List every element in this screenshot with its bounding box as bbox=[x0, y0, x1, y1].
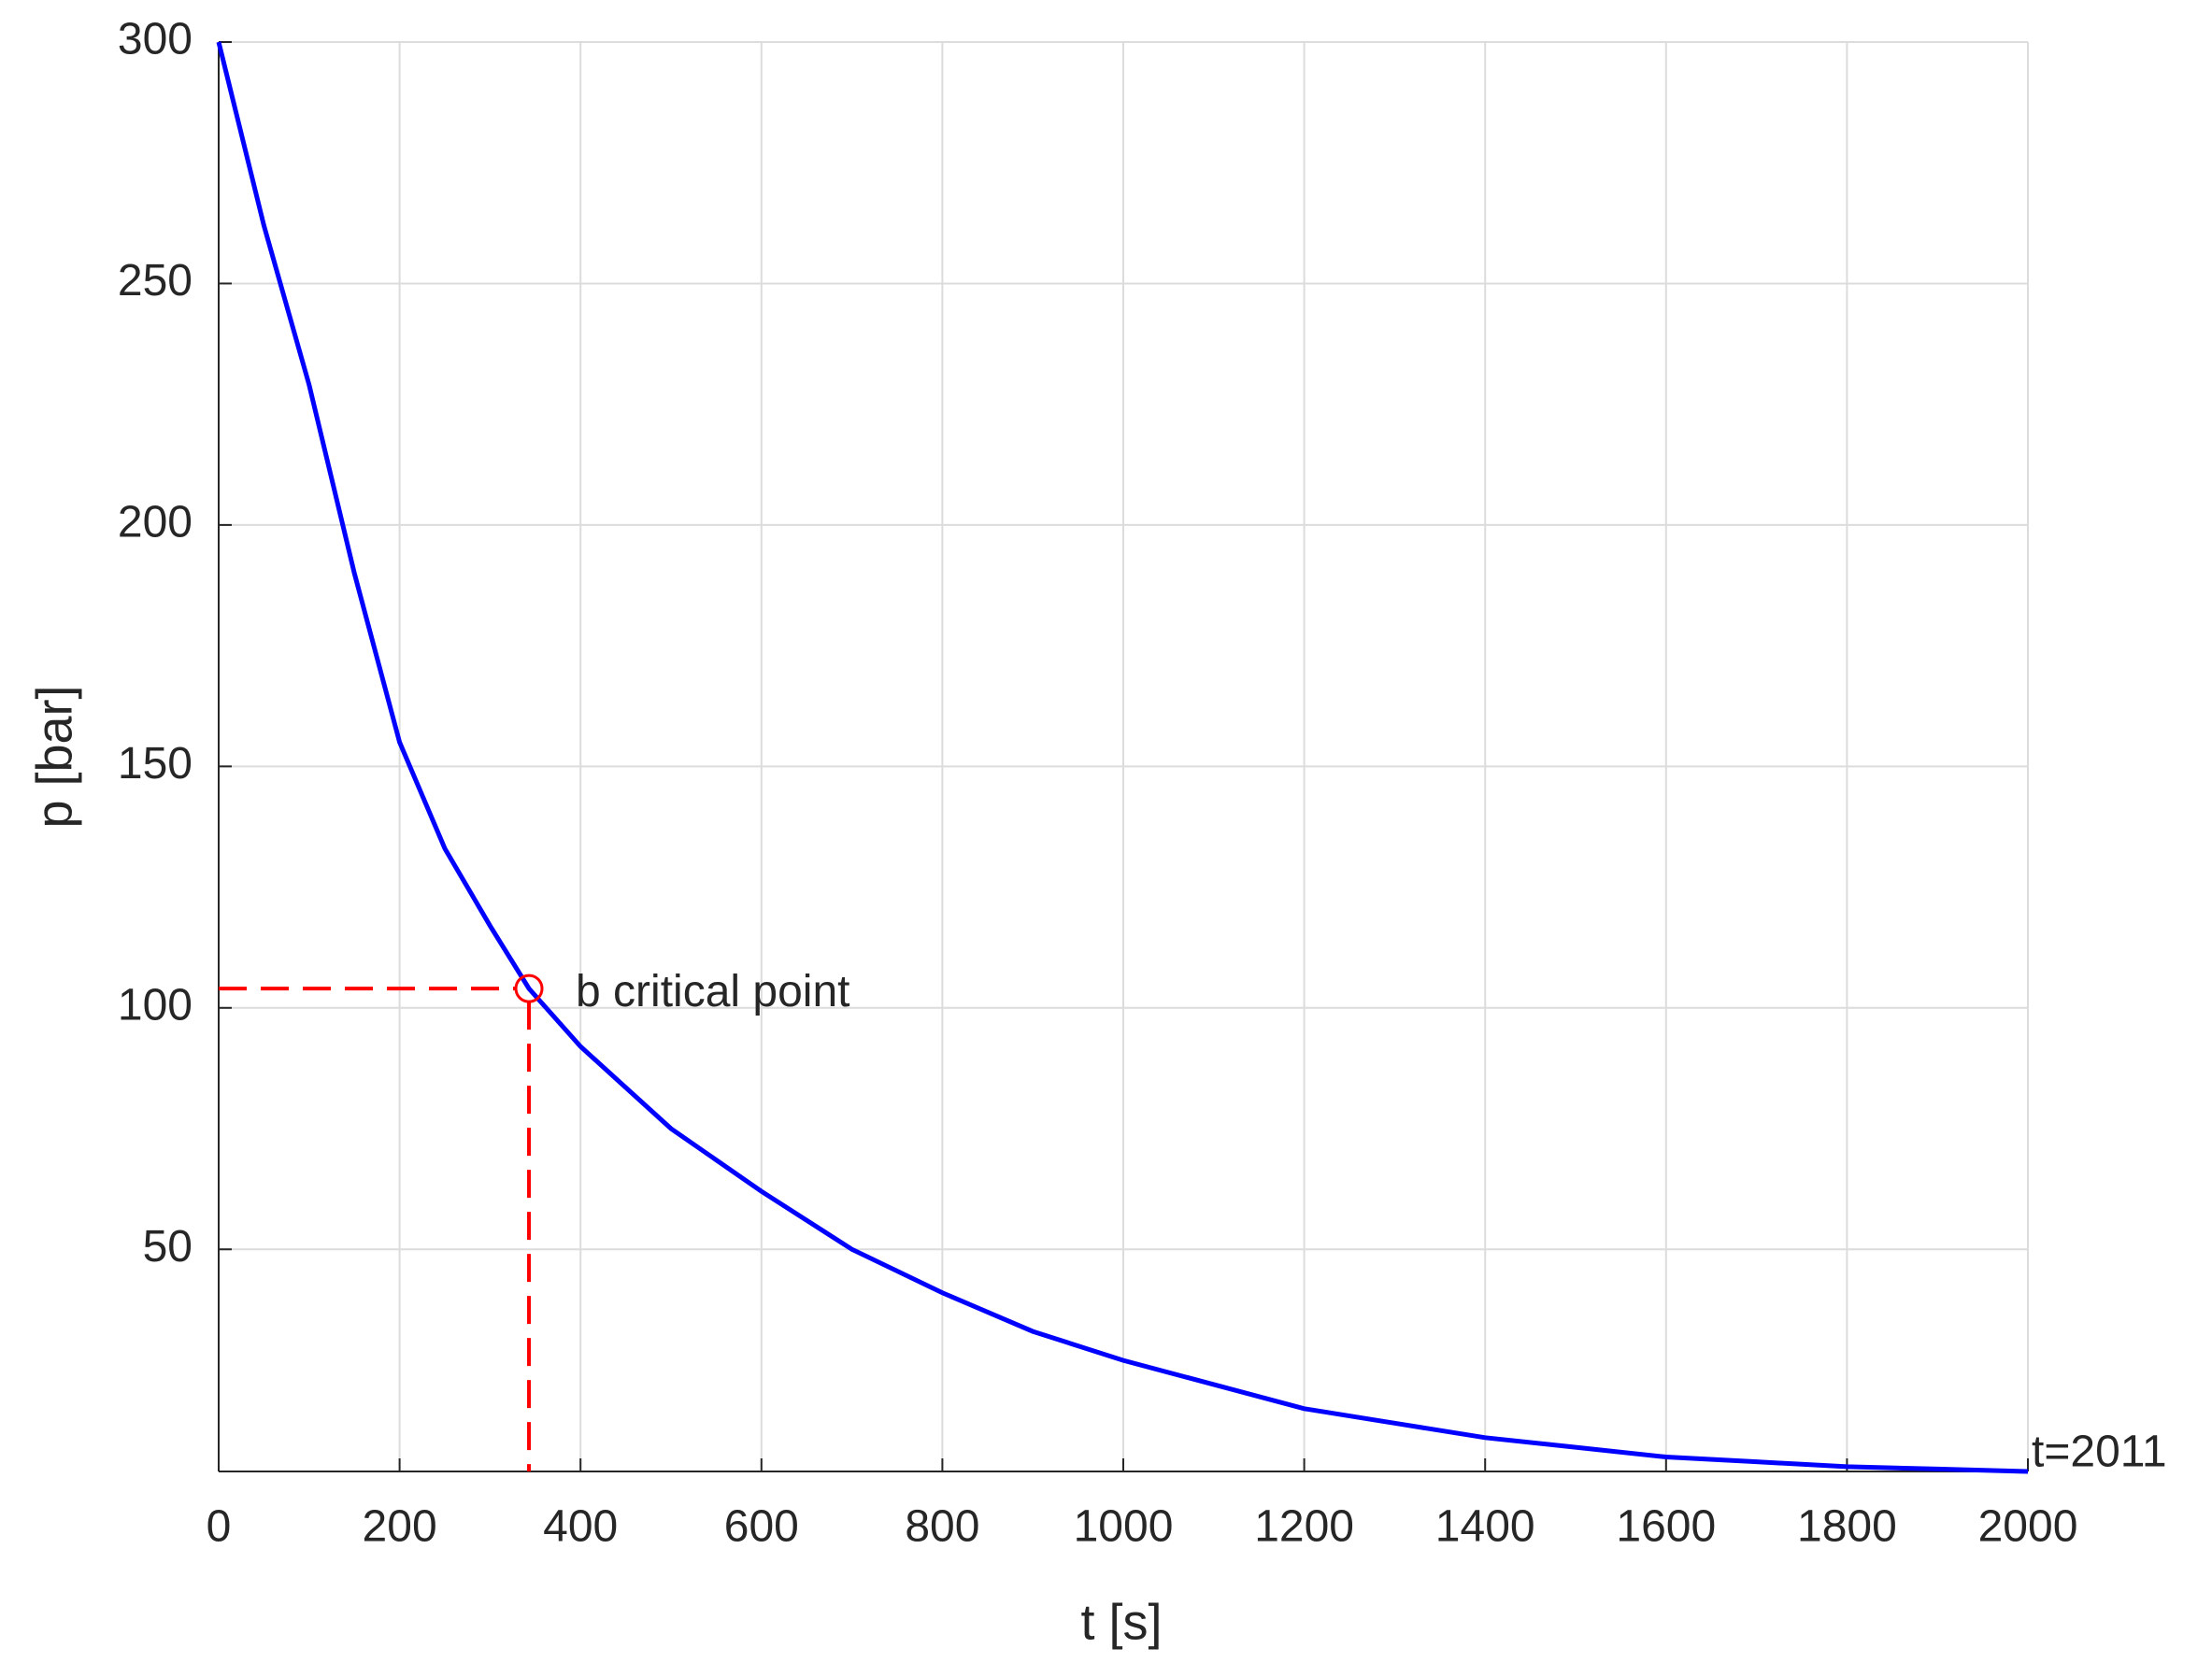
x-tick-label: 200 bbox=[363, 1502, 437, 1552]
y-tick-label: 100 bbox=[118, 980, 193, 1030]
x-axis-label: t [s] bbox=[1080, 1594, 1162, 1650]
y-tick-label: 300 bbox=[118, 15, 193, 64]
end-label: t=2011 bbox=[2032, 1428, 2167, 1477]
x-tick-label: 2000 bbox=[1978, 1502, 2078, 1552]
x-tick-label: 1600 bbox=[1616, 1502, 1716, 1552]
x-tick-label: 1800 bbox=[1797, 1502, 1897, 1552]
data-line bbox=[216, 41, 2029, 1474]
x-tick-label: 400 bbox=[543, 1502, 618, 1552]
y-axis-label: p [bar] bbox=[26, 685, 82, 828]
y-tick-label: 250 bbox=[118, 256, 193, 306]
y-tick-label: 50 bbox=[143, 1222, 193, 1272]
critical-label: b critical point bbox=[576, 967, 849, 1016]
x-tick-label: 1400 bbox=[1435, 1502, 1535, 1552]
critical-point bbox=[514, 974, 544, 1003]
x-tick-label: 600 bbox=[724, 1502, 799, 1552]
y-tick-label: 150 bbox=[118, 739, 193, 789]
x-tick-label: 800 bbox=[905, 1502, 979, 1552]
x-tick-label: 1000 bbox=[1074, 1502, 1174, 1552]
x-tick-label: 0 bbox=[207, 1502, 232, 1552]
x-tick-label: 1200 bbox=[1254, 1502, 1354, 1552]
y-tick-label: 200 bbox=[118, 498, 193, 547]
